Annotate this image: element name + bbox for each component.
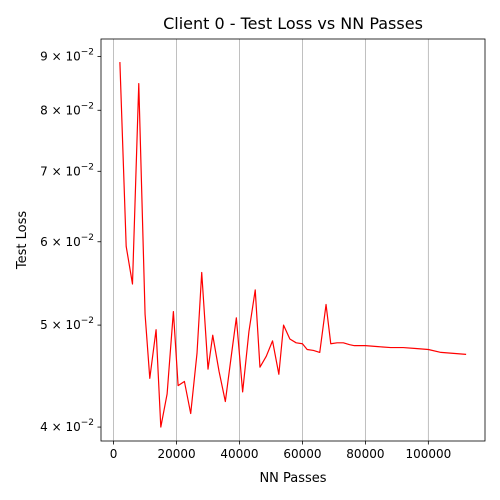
x-tick-label: 100000 (405, 447, 451, 461)
chart-title: Client 0 - Test Loss vs NN Passes (163, 14, 423, 33)
x-tick-label: 0 (110, 447, 118, 461)
y-axis-title: Test Loss (15, 211, 30, 270)
y-tick-label: 6 × 10−2 (40, 233, 94, 249)
axes-frame (100, 38, 486, 442)
plot-area: 0 20000 40000 60000 80000 100000 4 × 10−2 5 × 1… (40, 38, 486, 461)
x-tick-label: 80000 (346, 447, 384, 461)
y-tick-label: 5 × 10−2 (40, 316, 94, 332)
x-tick-label: 60000 (283, 447, 321, 461)
y-tick-label: 8 × 10−2 (40, 101, 94, 117)
series-line (119, 62, 467, 428)
x-tick-label: 40000 (220, 447, 258, 461)
y-tick-label: 4 × 10−2 (40, 418, 94, 434)
x-tick-label: 20000 (157, 447, 195, 461)
y-tick-label: 9 × 10−2 (40, 47, 94, 63)
y-tick-label: 7 × 10−2 (40, 162, 94, 178)
x-axis-title: NN Passes (259, 471, 326, 486)
